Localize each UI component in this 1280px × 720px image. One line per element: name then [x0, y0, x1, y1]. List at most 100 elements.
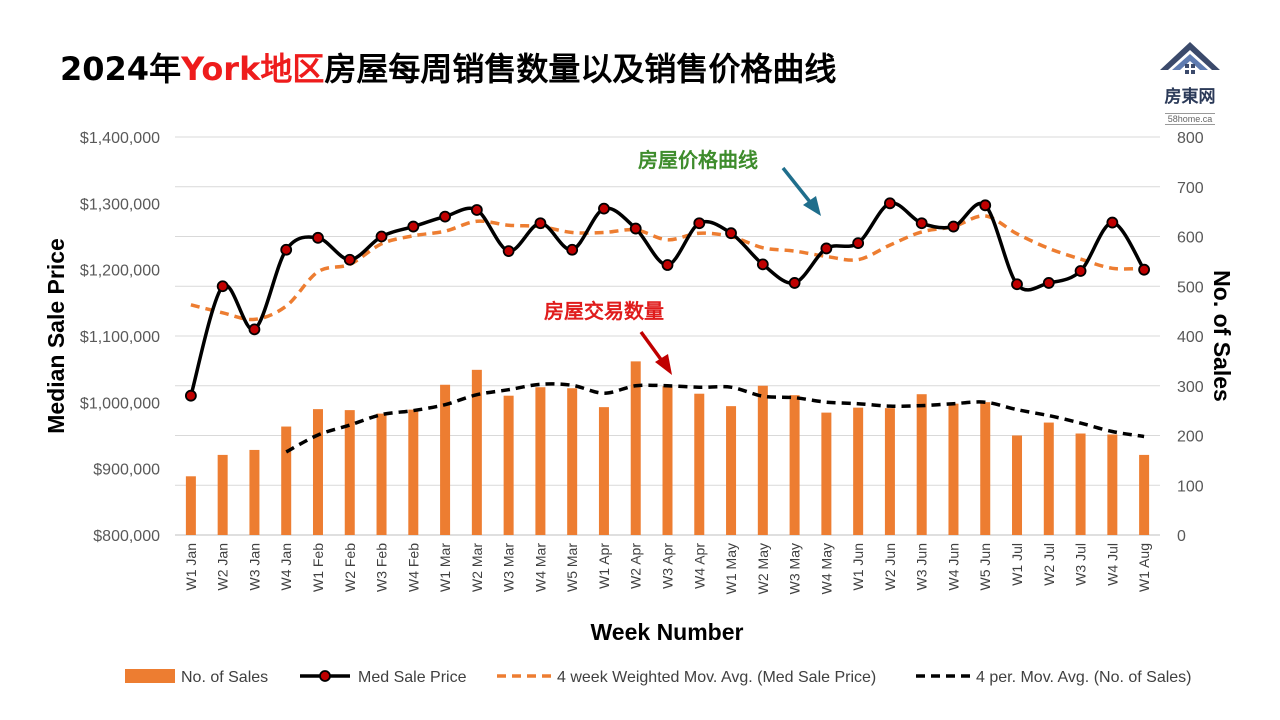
- house-roof-icon: [1160, 42, 1220, 74]
- x-tick-label: W1 May: [723, 543, 739, 594]
- arrow-head-icon: [655, 354, 672, 375]
- title-prefix: 2024年: [60, 50, 182, 88]
- y-left-tick-label: $1,100,000: [80, 329, 160, 346]
- y-right-tick-label: 100: [1177, 478, 1204, 495]
- price-marker: [439, 210, 451, 223]
- x-tick-label: W4 Apr: [691, 543, 707, 589]
- bar: [1075, 433, 1086, 535]
- price-marker: [280, 243, 293, 256]
- price-marker: [979, 199, 992, 212]
- x-tick-label: W4 Feb: [405, 543, 421, 592]
- bar: [598, 407, 609, 535]
- annotation-sales-volume: 房屋交易数量: [544, 299, 664, 323]
- bar: [1139, 454, 1150, 535]
- legend-label: 4 per. Mov. Avg. (No. of Sales): [976, 669, 1192, 686]
- bar: [821, 412, 832, 535]
- logo-url: 58home.ca: [1164, 113, 1216, 125]
- bar: [249, 449, 260, 535]
- bar: [1043, 422, 1054, 535]
- price-marker: [947, 220, 960, 233]
- y-axis-right-title: No. of Sales: [1209, 270, 1235, 402]
- bar: [789, 395, 800, 535]
- price-marker: [725, 227, 737, 240]
- bar: [980, 402, 991, 535]
- price-marker: [470, 204, 483, 216]
- page-title: 2024年York地区房屋每周销售数量以及销售价格曲线: [60, 44, 836, 90]
- price-marker: [1042, 277, 1055, 289]
- price-marker: [184, 389, 197, 402]
- brand-logo: 房東网 58home.ca: [1150, 40, 1230, 126]
- price-marker: [629, 222, 642, 235]
- bar: [884, 408, 895, 535]
- y-left-tick-label: $1,000,000: [80, 395, 160, 412]
- bar: [471, 369, 482, 535]
- y-right-tick-label: 500: [1177, 279, 1204, 296]
- bar: [503, 395, 514, 535]
- arrow-shaft: [781, 166, 816, 209]
- x-tick-label: W4 Jan: [278, 543, 294, 590]
- x-tick-label: W4 Jun: [945, 543, 961, 590]
- x-tick-label: W2 Apr: [628, 543, 644, 589]
- price-marker: [216, 280, 229, 293]
- legend-label: 4 week Weighted Mov. Avg. (Med Sale Pric…: [557, 669, 876, 686]
- bar: [916, 394, 927, 535]
- price-marker: [343, 253, 356, 266]
- price-marker: [1106, 216, 1119, 229]
- x-tick-label: W3 Apr: [660, 543, 676, 589]
- logo-name: 房東网: [1164, 87, 1216, 107]
- x-tick-label: W2 May: [755, 543, 771, 594]
- bar: [440, 384, 451, 535]
- x-tick-label: W2 Jan: [215, 543, 231, 590]
- price-marker: [820, 242, 833, 255]
- legend-label: Med Sale Price: [358, 669, 467, 686]
- price-marker: [661, 259, 674, 271]
- legend-swatch-bars: [125, 669, 175, 683]
- bar: [217, 454, 228, 535]
- y-left-tick-label: $1,200,000: [80, 263, 160, 280]
- price-marker: [1138, 263, 1151, 276]
- y-left-tick-label: $1,300,000: [80, 196, 160, 213]
- price-marker: [852, 237, 865, 250]
- legend-marker: [319, 670, 331, 682]
- price-marker: [248, 323, 261, 336]
- bar: [344, 410, 355, 535]
- bar: [694, 393, 705, 535]
- annotation-price-curve: 房屋价格曲线: [638, 148, 758, 172]
- price-marker: [407, 220, 420, 233]
- price-marker: [375, 230, 388, 243]
- x-tick-label: W3 Mar: [501, 543, 517, 592]
- price-marker: [788, 277, 801, 289]
- bar: [281, 426, 292, 535]
- bar: [726, 406, 737, 535]
- sales-moving-average-line: [285, 382, 1145, 454]
- x-tick-label: W4 May: [818, 543, 834, 594]
- bar: [312, 409, 323, 535]
- y-axis-left-title: Median Sale Price: [43, 238, 69, 434]
- bar: [408, 409, 419, 535]
- x-tick-label: W2 Jul: [1041, 543, 1057, 586]
- x-tick-label: W1 Feb: [310, 543, 326, 592]
- x-tick-label: W3 Feb: [374, 543, 390, 592]
- x-tick-label: W4 Jul: [1104, 543, 1120, 586]
- arrow-head-icon: [803, 196, 821, 216]
- y-left-tick-label: $1,400,000: [80, 130, 160, 147]
- bar: [1012, 435, 1023, 535]
- bar: [757, 385, 768, 535]
- price-marker: [312, 231, 324, 244]
- y-right-tick-label: 0: [1177, 528, 1186, 545]
- x-tick-label: W3 May: [787, 543, 803, 594]
- x-tick-label: W5 Mar: [564, 543, 580, 592]
- price-marker: [915, 217, 928, 230]
- x-tick-label: W3 Jul: [1073, 543, 1089, 586]
- x-axis-title: Week Number: [591, 619, 744, 645]
- x-tick-label: W3 Jan: [246, 543, 262, 590]
- price-marker: [693, 217, 706, 230]
- bar: [535, 387, 546, 535]
- x-tick-label: W1 Jan: [183, 543, 199, 590]
- price-marker: [502, 245, 515, 257]
- x-tick-label: W1 Jul: [1009, 543, 1025, 586]
- x-tick-label: W4 Mar: [532, 543, 548, 592]
- x-tick-label: W2 Feb: [342, 543, 358, 592]
- bar: [948, 403, 959, 535]
- bar: [376, 413, 387, 535]
